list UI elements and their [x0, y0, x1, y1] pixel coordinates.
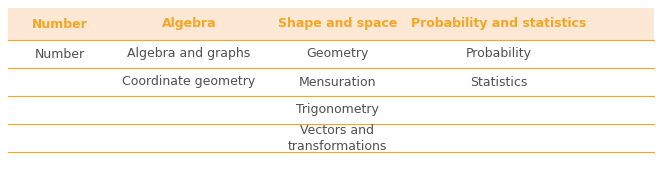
Text: Shape and space: Shape and space [278, 18, 397, 30]
Text: Probability and statistics: Probability and statistics [411, 18, 587, 30]
Text: Number: Number [32, 18, 87, 30]
Text: Mensuration: Mensuration [299, 75, 376, 89]
Text: Trigonometry: Trigonometry [296, 104, 379, 116]
Text: Algebra: Algebra [162, 18, 216, 30]
Text: Number: Number [34, 47, 85, 61]
Text: Geometry: Geometry [307, 47, 369, 61]
Text: Probability: Probability [466, 47, 532, 61]
Text: Algebra and graphs: Algebra and graphs [127, 47, 250, 61]
Text: Coordinate geometry: Coordinate geometry [122, 75, 256, 89]
Text: Statistics: Statistics [470, 75, 528, 89]
Bar [8, 8, 654, 40]
Text: Vectors and
transformations: Vectors and transformations [288, 123, 387, 152]
